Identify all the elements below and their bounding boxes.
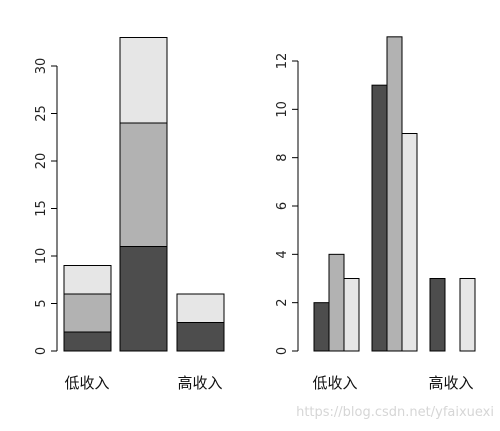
y-tick-label: 0 [34, 347, 49, 355]
bar-segment [176, 293, 225, 323]
bar [429, 278, 446, 352]
y-tick-label: 0 [275, 347, 290, 355]
bar-segment [119, 122, 168, 247]
bar-segment [119, 37, 168, 124]
bar-segment [119, 246, 168, 352]
y-tick-label: 10 [275, 101, 290, 118]
bar-segment [63, 293, 112, 333]
bar [343, 278, 360, 352]
x-category-label: 高收入 [428, 374, 473, 392]
stacked-bar-chart: 0 5 10 15 20 25 30 低收入 高收入 [34, 37, 225, 392]
y-tick-label: 25 [34, 105, 49, 122]
y-tick-label: 30 [34, 58, 49, 75]
y-tick-label: 10 [34, 248, 49, 265]
bar [313, 302, 330, 352]
y-tick-label: 4 [275, 250, 290, 258]
y-tick-label: 6 [275, 202, 290, 210]
bar-segment [176, 322, 225, 352]
bar [386, 36, 403, 352]
x-category-label: 低收入 [312, 374, 357, 392]
y-tick-label: 5 [34, 299, 49, 307]
y-tick-label: 20 [34, 153, 49, 170]
y-tick-label: 12 [275, 53, 290, 70]
bar-segment [63, 265, 112, 295]
x-category-label: 高收入 [177, 374, 222, 392]
bar-segment [63, 331, 112, 352]
y-tick-label: 8 [275, 154, 290, 162]
bar [401, 133, 418, 352]
bar [371, 84, 388, 352]
y-tick-label: 2 [275, 299, 290, 307]
y-tick-label: 15 [34, 200, 49, 217]
watermark-text: https://blog.csdn.net/yfaixuexi [296, 405, 494, 420]
x-category-label: 低收入 [64, 374, 109, 392]
grouped-bar-chart: 0 2 4 6 8 10 12 低收入 高收入 [275, 36, 476, 392]
bar [459, 278, 476, 352]
bar [328, 253, 345, 352]
